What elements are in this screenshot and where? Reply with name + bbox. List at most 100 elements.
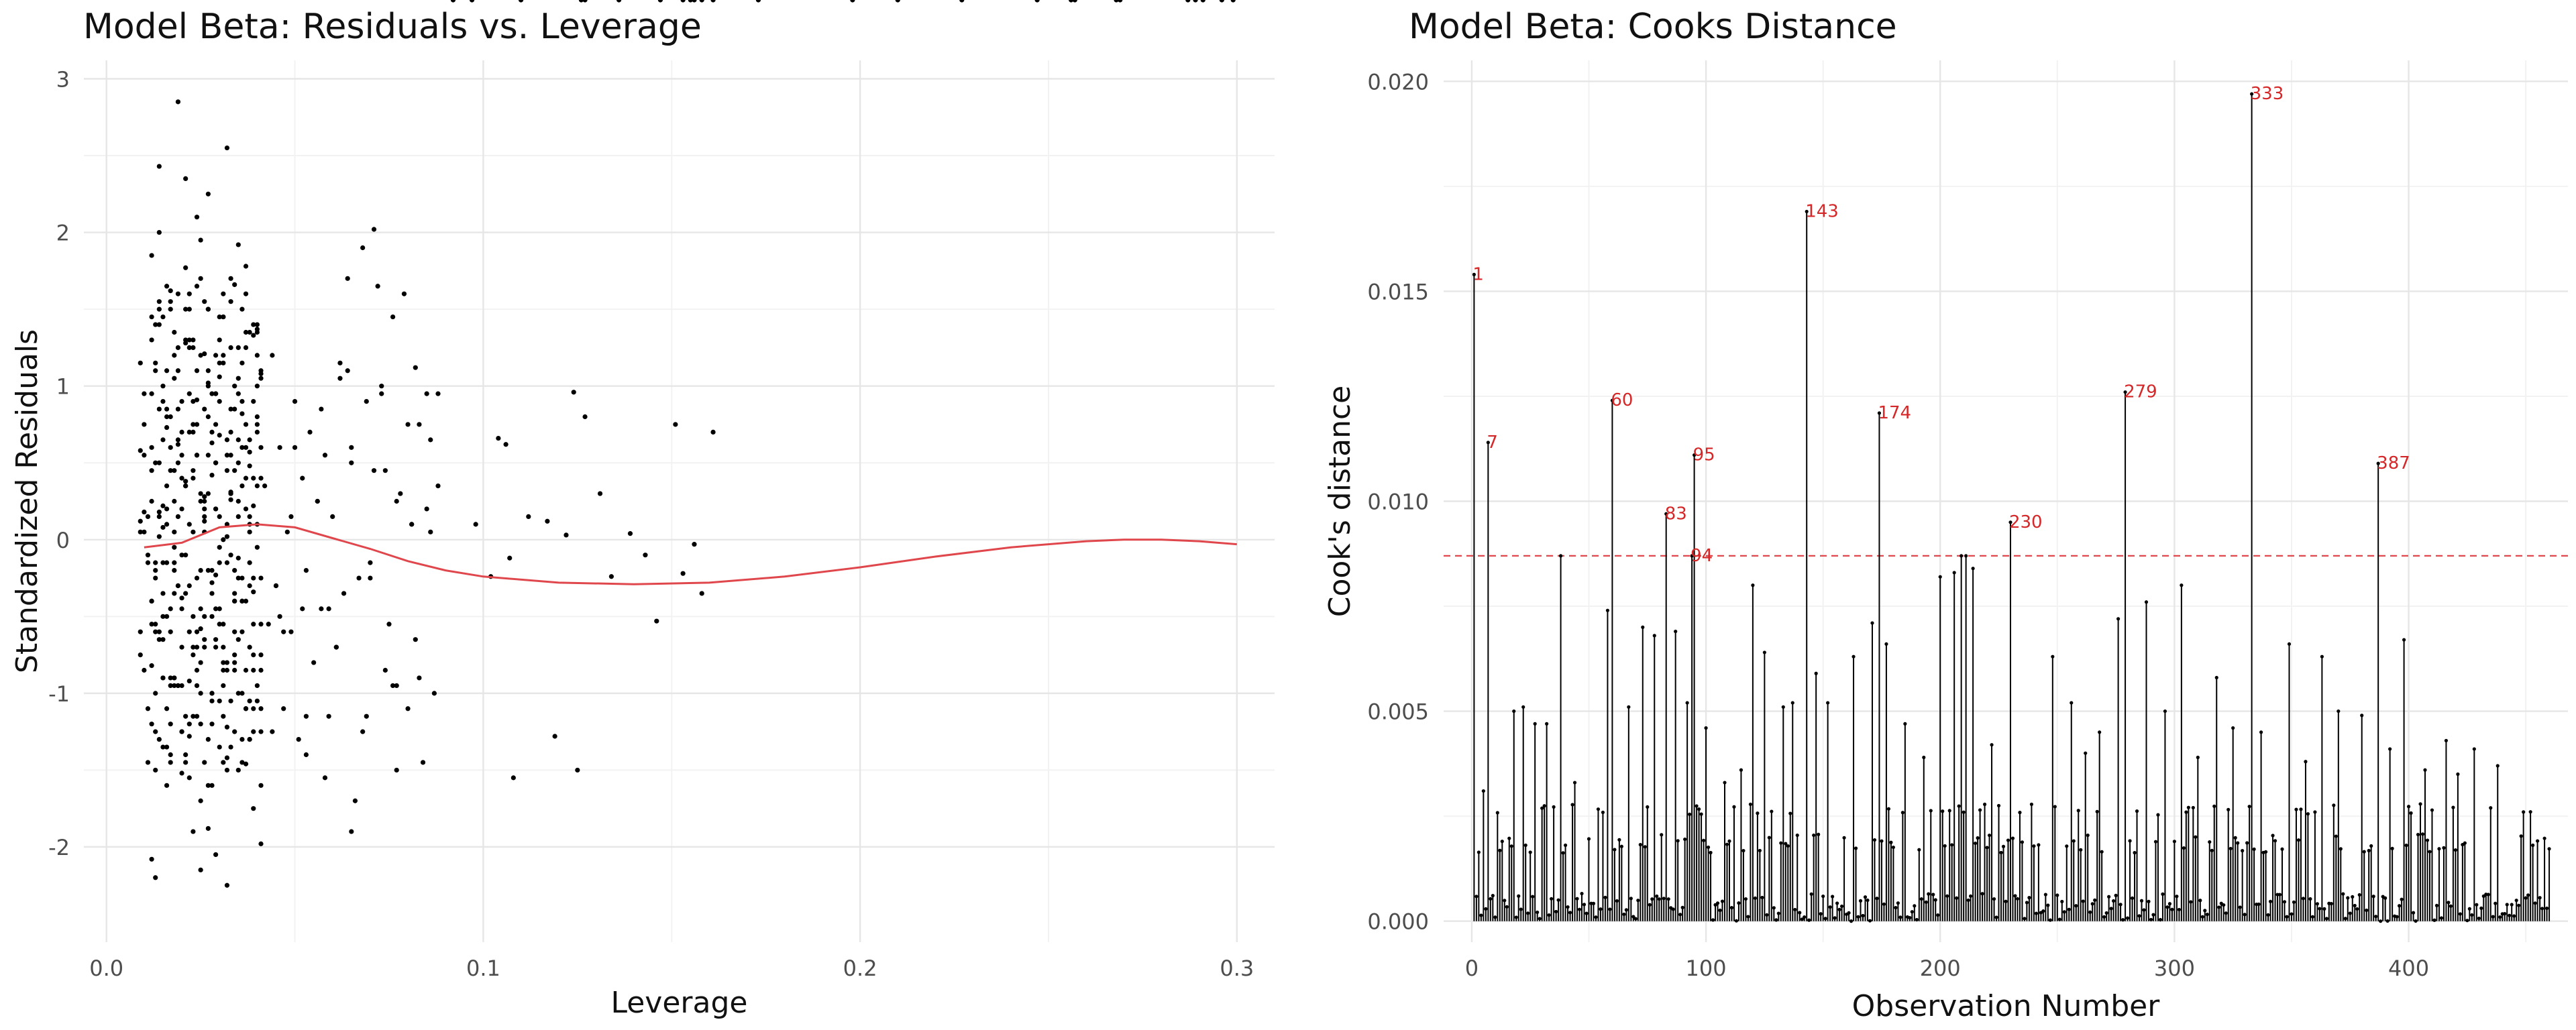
observation-label: 95 [1693,445,1715,465]
cooks-point [2107,895,2111,899]
cooks-point [1734,919,1739,923]
data-point [205,384,211,389]
data-point [424,506,429,512]
data-point [213,606,219,612]
data-point [160,614,166,619]
cooks-point [2411,911,2416,915]
cooks-point [2008,520,2012,524]
x-tick-label: 0.3 [1220,956,1254,981]
data-point [221,667,226,673]
data-point [205,306,211,312]
x-tick-label: 0.1 [466,956,500,981]
data-point [156,229,162,235]
data-point [390,314,396,320]
data-point [172,529,177,534]
cooks-point [1875,897,1879,901]
cooks-point [1603,895,1607,899]
cooks-point [2324,917,2328,921]
cooks-point [1550,897,1554,901]
cooks-point [1605,608,1610,612]
data-point [247,583,252,589]
data-point [164,368,170,374]
data-point [235,242,241,247]
cooks-point [1711,918,1715,922]
cooks-point [1568,911,1572,915]
cooks-point [1969,894,1973,898]
cooks-point [2029,802,2034,807]
data-point [153,691,158,696]
data-point [186,337,192,343]
cooks-point [2238,905,2242,909]
data-point [503,442,508,447]
cooks-point [2057,917,2061,921]
data-point [243,445,249,450]
x-tick-label: 0 [1465,956,1479,981]
data-point [202,406,207,412]
data-point [582,0,588,3]
data-point [262,483,268,489]
data-point [160,675,166,681]
x-tick-label: 0.2 [843,956,877,981]
stem-group [1472,92,2551,923]
cooks-point [2308,897,2312,901]
data-point [149,314,154,320]
y-tick-label: -2 [48,835,70,860]
cooks-point [1828,905,1832,909]
cooks-point [1856,915,1860,919]
data-point [258,667,264,673]
data-point [545,518,550,524]
data-point [138,629,143,634]
cooks-point [1976,836,1980,840]
cooks-point [2027,896,2031,900]
data-point [142,509,147,515]
cooks-point [1472,272,1476,276]
data-point [575,767,580,773]
cooks-point [1636,899,1640,903]
data-point [394,683,399,689]
data-point [243,345,249,351]
data-point [1200,0,1205,3]
data-point [699,0,704,3]
data-point [322,775,328,781]
cooks-point [2114,893,2118,897]
cooks-point [1657,897,1661,901]
cooks-point [2203,909,2207,913]
cooks-point [2226,807,2231,811]
cooks-point [1743,897,1748,901]
cooks-point [1481,789,1485,793]
cooks-point [1817,832,1821,836]
cooks-point [1974,841,1978,846]
cooks-point [2489,806,2493,810]
cooks-point [1982,802,1987,807]
data-point [194,629,200,634]
cooks-point [1985,846,1989,850]
cooks-point [2135,809,2139,813]
cooks-point [2229,846,2233,851]
cooks-point [1880,839,1884,843]
data-point [194,284,200,289]
data-point [221,683,226,689]
data-point [156,509,162,515]
data-point [692,542,697,547]
data-point [243,291,249,296]
data-point [149,498,154,504]
observation-label: 83 [1665,504,1687,524]
data-point [164,783,170,788]
data-point [142,422,147,427]
cooks-point [2277,893,2282,897]
cooks-point [2434,903,2439,908]
cooks-point [2125,916,2130,920]
cooks-point [2191,805,2195,810]
data-point [209,580,215,585]
cooks-point [1561,851,1565,855]
data-point [371,468,377,473]
cooks-point [2067,907,2071,911]
cooks-point [2156,813,2160,817]
data-point [175,368,181,374]
data-point [1069,0,1074,3]
data-point [145,760,151,765]
data-point [194,713,200,719]
data-point [198,867,203,872]
y-tick-label: 1 [56,374,70,400]
cooks-point [1706,845,1711,850]
